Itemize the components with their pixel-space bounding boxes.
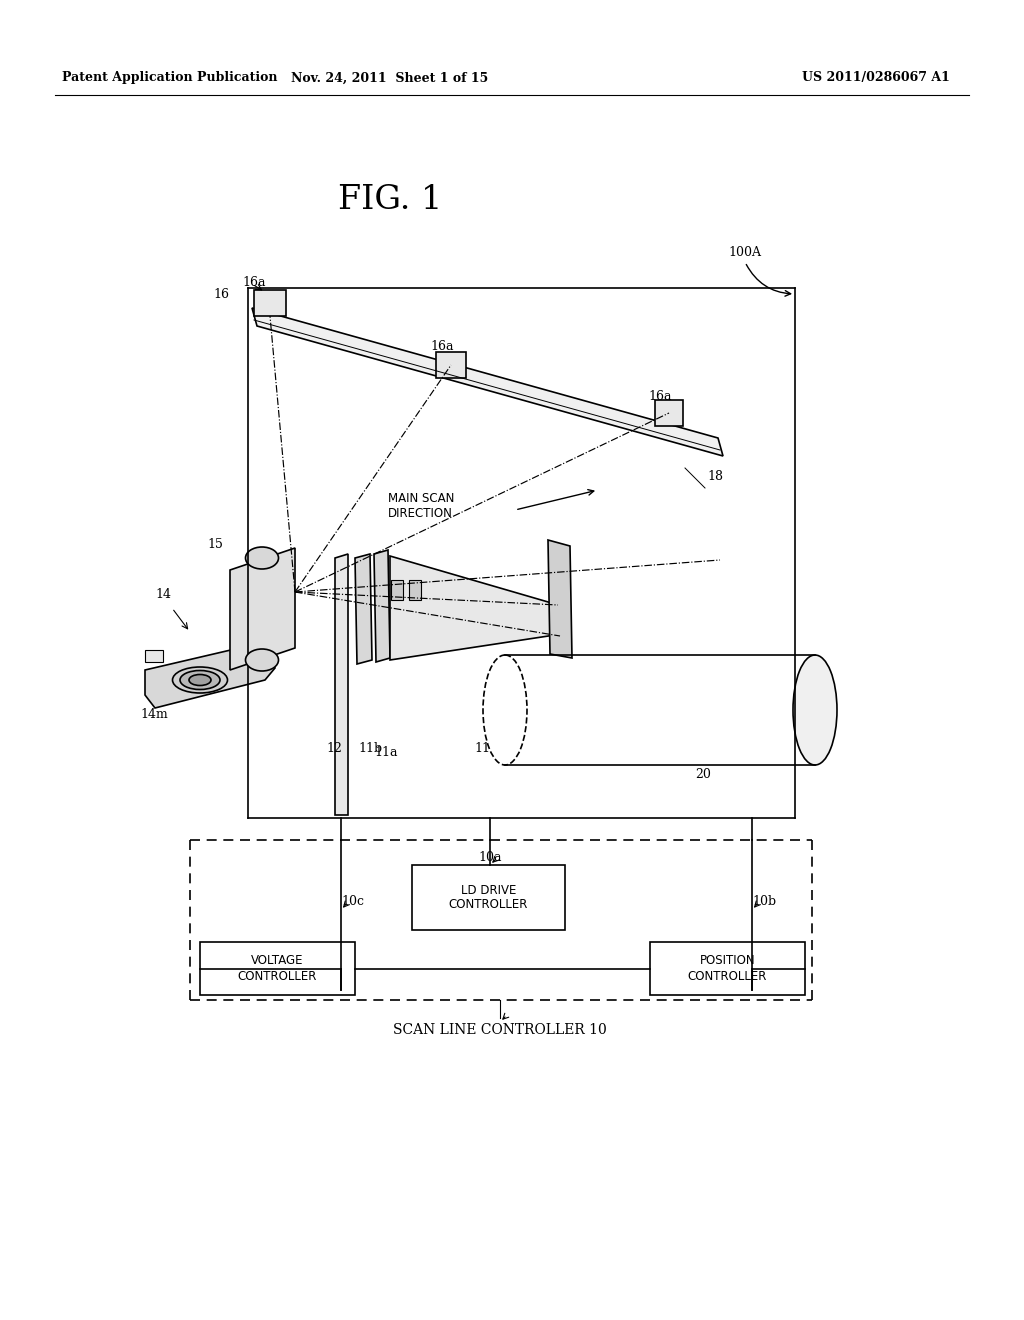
- Text: 11: 11: [474, 742, 490, 755]
- Text: 14m: 14m: [140, 708, 168, 721]
- FancyBboxPatch shape: [412, 865, 565, 931]
- Polygon shape: [390, 556, 555, 660]
- Ellipse shape: [793, 655, 837, 766]
- Text: 16: 16: [213, 289, 229, 301]
- Text: LD DRIVE
CONTROLLER: LD DRIVE CONTROLLER: [449, 883, 528, 912]
- Text: POSITION
CONTROLLER: POSITION CONTROLLER: [688, 954, 767, 982]
- FancyBboxPatch shape: [655, 400, 683, 426]
- Text: FIG. 1: FIG. 1: [338, 183, 442, 216]
- Text: MAIN SCAN
DIRECTION: MAIN SCAN DIRECTION: [388, 492, 455, 520]
- Text: Patent Application Publication: Patent Application Publication: [62, 71, 278, 84]
- Polygon shape: [335, 554, 348, 814]
- Text: SCAN LINE CONTROLLER 10: SCAN LINE CONTROLLER 10: [393, 1023, 607, 1038]
- FancyBboxPatch shape: [436, 352, 466, 378]
- Polygon shape: [548, 540, 572, 657]
- Ellipse shape: [189, 675, 211, 685]
- Ellipse shape: [180, 671, 220, 689]
- Text: 100A: 100A: [728, 246, 761, 259]
- Text: US 2011/0286067 A1: US 2011/0286067 A1: [802, 71, 950, 84]
- FancyBboxPatch shape: [145, 649, 163, 663]
- FancyBboxPatch shape: [650, 942, 805, 995]
- FancyBboxPatch shape: [391, 579, 403, 601]
- Text: 18: 18: [707, 470, 723, 483]
- Text: VOLTAGE
CONTROLLER: VOLTAGE CONTROLLER: [238, 954, 317, 982]
- Text: 10a: 10a: [478, 851, 502, 865]
- Text: 16a: 16a: [242, 276, 265, 289]
- Text: 14: 14: [155, 587, 171, 601]
- Text: 11b: 11b: [358, 742, 382, 755]
- Text: 10b: 10b: [752, 895, 776, 908]
- Polygon shape: [355, 554, 372, 664]
- FancyBboxPatch shape: [254, 290, 286, 315]
- Ellipse shape: [172, 667, 227, 693]
- Text: 20: 20: [695, 768, 711, 781]
- Ellipse shape: [246, 546, 279, 569]
- Text: Nov. 24, 2011  Sheet 1 of 15: Nov. 24, 2011 Sheet 1 of 15: [292, 71, 488, 84]
- Text: 15: 15: [207, 539, 223, 550]
- Text: 16a: 16a: [648, 389, 672, 403]
- Polygon shape: [252, 308, 723, 455]
- Polygon shape: [374, 550, 390, 663]
- Text: 16a: 16a: [430, 339, 454, 352]
- FancyBboxPatch shape: [200, 942, 355, 995]
- Ellipse shape: [246, 649, 279, 671]
- FancyBboxPatch shape: [409, 579, 421, 601]
- Polygon shape: [230, 548, 295, 671]
- Text: 11a: 11a: [374, 746, 397, 759]
- Polygon shape: [145, 642, 275, 708]
- Text: 12: 12: [326, 742, 342, 755]
- Text: 10c: 10c: [341, 895, 364, 908]
